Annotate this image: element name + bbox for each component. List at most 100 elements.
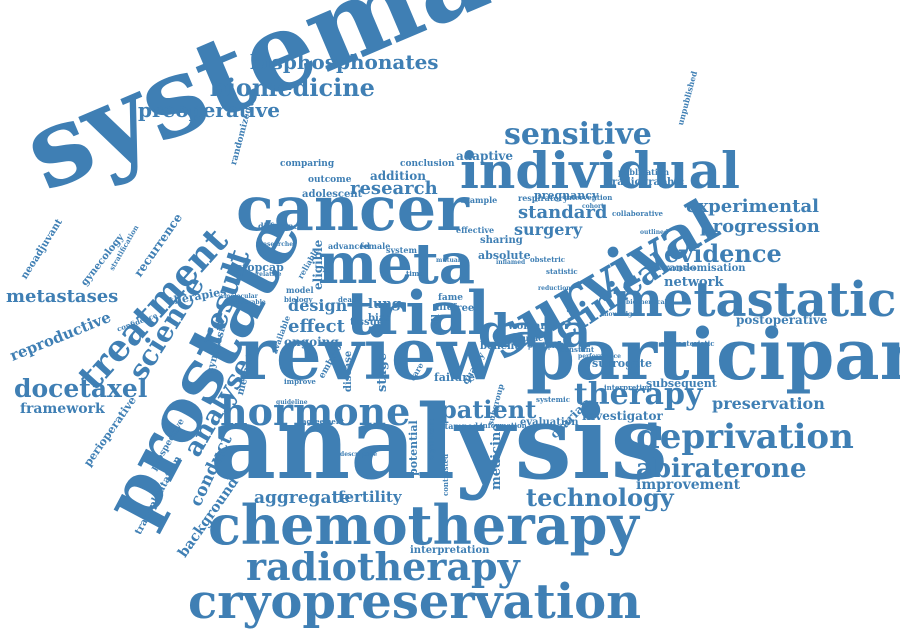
word-adolescent: adolescent [302,189,363,200]
word-trial: trial [346,279,490,349]
word-subsequent: subsequent [646,377,717,390]
word-experimental: experimental [686,196,819,217]
word-effect: effect [288,316,345,337]
word-mutual: mutual [436,257,461,264]
word-death: death [338,295,361,304]
word-comparing: comparing [280,159,335,169]
word-descriptive: descriptive [340,451,378,458]
word-biology: biology [284,295,313,304]
word-collaborative: collaborative [612,209,663,218]
word-analysis: analysis [210,383,668,503]
word-outcome: outcome [308,175,352,185]
word-constant: constant [560,345,595,354]
word-evidence: evidence [664,239,782,268]
word-bias: bias [368,313,391,324]
word-unpublished: unpublished [675,69,700,127]
word-biochemical: biochemical [626,299,667,306]
word-contrasted: contrasted [441,454,450,496]
word-statistic: statistic [546,267,578,276]
word-difference: difference [258,221,304,231]
word-hormone: hormone [220,389,411,434]
word-tissue: tissue [350,317,384,328]
word-neoadjuvant: neoadjuvant [19,217,65,282]
word-ongoing: ongoing [284,335,339,349]
word-stopcap: stopcap [236,261,284,274]
word-patient: patient [440,395,537,424]
word-surrogate: surrogate [592,357,653,370]
word-individual: individual [460,141,741,200]
word-metastases: metastases [6,286,119,307]
word-conclusion: conclusion [400,159,455,169]
word-publication: publication [618,167,670,177]
word-advanced: advanced [328,241,370,251]
word-therapy: therapy [574,377,703,412]
word-benefit: benefit [480,341,519,352]
word-molecular: molecular [224,293,258,300]
word-investigator: investigator [582,409,663,423]
word-cohort: cohort [582,203,604,210]
word-disease: disease [343,350,354,392]
word-adaptive: adaptive [456,149,514,163]
word-interpretation: interpretation [410,545,490,556]
word-surgery: surgery [514,220,583,239]
word-significant: significant [427,418,436,460]
word-docetaxel: docetaxel [14,374,148,403]
word-absolute: absolute [478,249,531,262]
word-accuracy: accuracy [508,333,548,343]
word-outlined: outlined [640,229,669,236]
word-preservation: preservation [712,394,825,413]
word-intervention: intervention [564,193,613,202]
word-obstetric: obstetric [530,255,566,264]
word-systemic: systemic [536,395,570,404]
word-framework: framework [20,401,105,417]
word-metastatic: metastatic [612,272,897,328]
word-chemotherapy: chemotherapy [208,493,639,557]
word-standard: standard [518,202,608,223]
word-biomedicine: biomedicine [210,73,375,102]
word-commonplace: commonplace [650,265,697,272]
word-cell: cell [431,313,442,334]
word-research: research [350,178,438,199]
word-design: design [288,296,348,315]
word-meta: meta [318,231,476,297]
word-sharing: sharing [480,235,523,246]
word-cancer: cancer [236,172,469,245]
word-evaluation: evaluation [520,417,579,428]
word-researcher: researcher [260,241,297,248]
word-progression: progression [700,216,820,237]
word-woman: woman [508,321,548,332]
word-preoperative: preoperative [138,98,280,122]
word-knowledge: knowledge [600,311,636,318]
word-failure: failure [434,371,476,384]
word-technology: technology [526,483,674,512]
word-guideline: guideline [276,399,308,406]
word-stampede: stampede [440,421,484,431]
word-effective: effective [456,225,495,235]
word-medicine: medicine [489,423,504,490]
word-data: data [478,304,592,358]
word-cryopreservation: cryopreservation [188,574,641,630]
word-deprivation: deprivation [636,417,854,457]
word-participant: participant [526,313,900,396]
word-radiotherapy: radiotherapy [246,544,520,589]
word-radiographic: radiographic [612,177,685,188]
word-network: network [664,275,724,290]
word-abiraterone: abiraterone [636,454,807,484]
word-time: time [406,269,424,278]
word-aggregate: aggregate [254,488,351,508]
word-postoperative: postoperative [736,313,828,327]
word-agreement: agreement [302,417,345,426]
word-improve: improve [284,377,316,386]
word-fertility: fertility [338,488,402,506]
word-characteristic: characteristic [660,339,715,348]
word-life: life [436,303,453,313]
word-principle: principle [528,343,559,350]
word-achievable: achievable [230,299,266,306]
word-lung: lung [368,297,401,312]
word-inflamed: inflamed [496,259,526,266]
word-respiratory: respiratory [518,193,568,203]
word-information: information [480,421,527,430]
word-sensitive: sensitive [504,117,652,152]
word-review: review [238,311,499,396]
